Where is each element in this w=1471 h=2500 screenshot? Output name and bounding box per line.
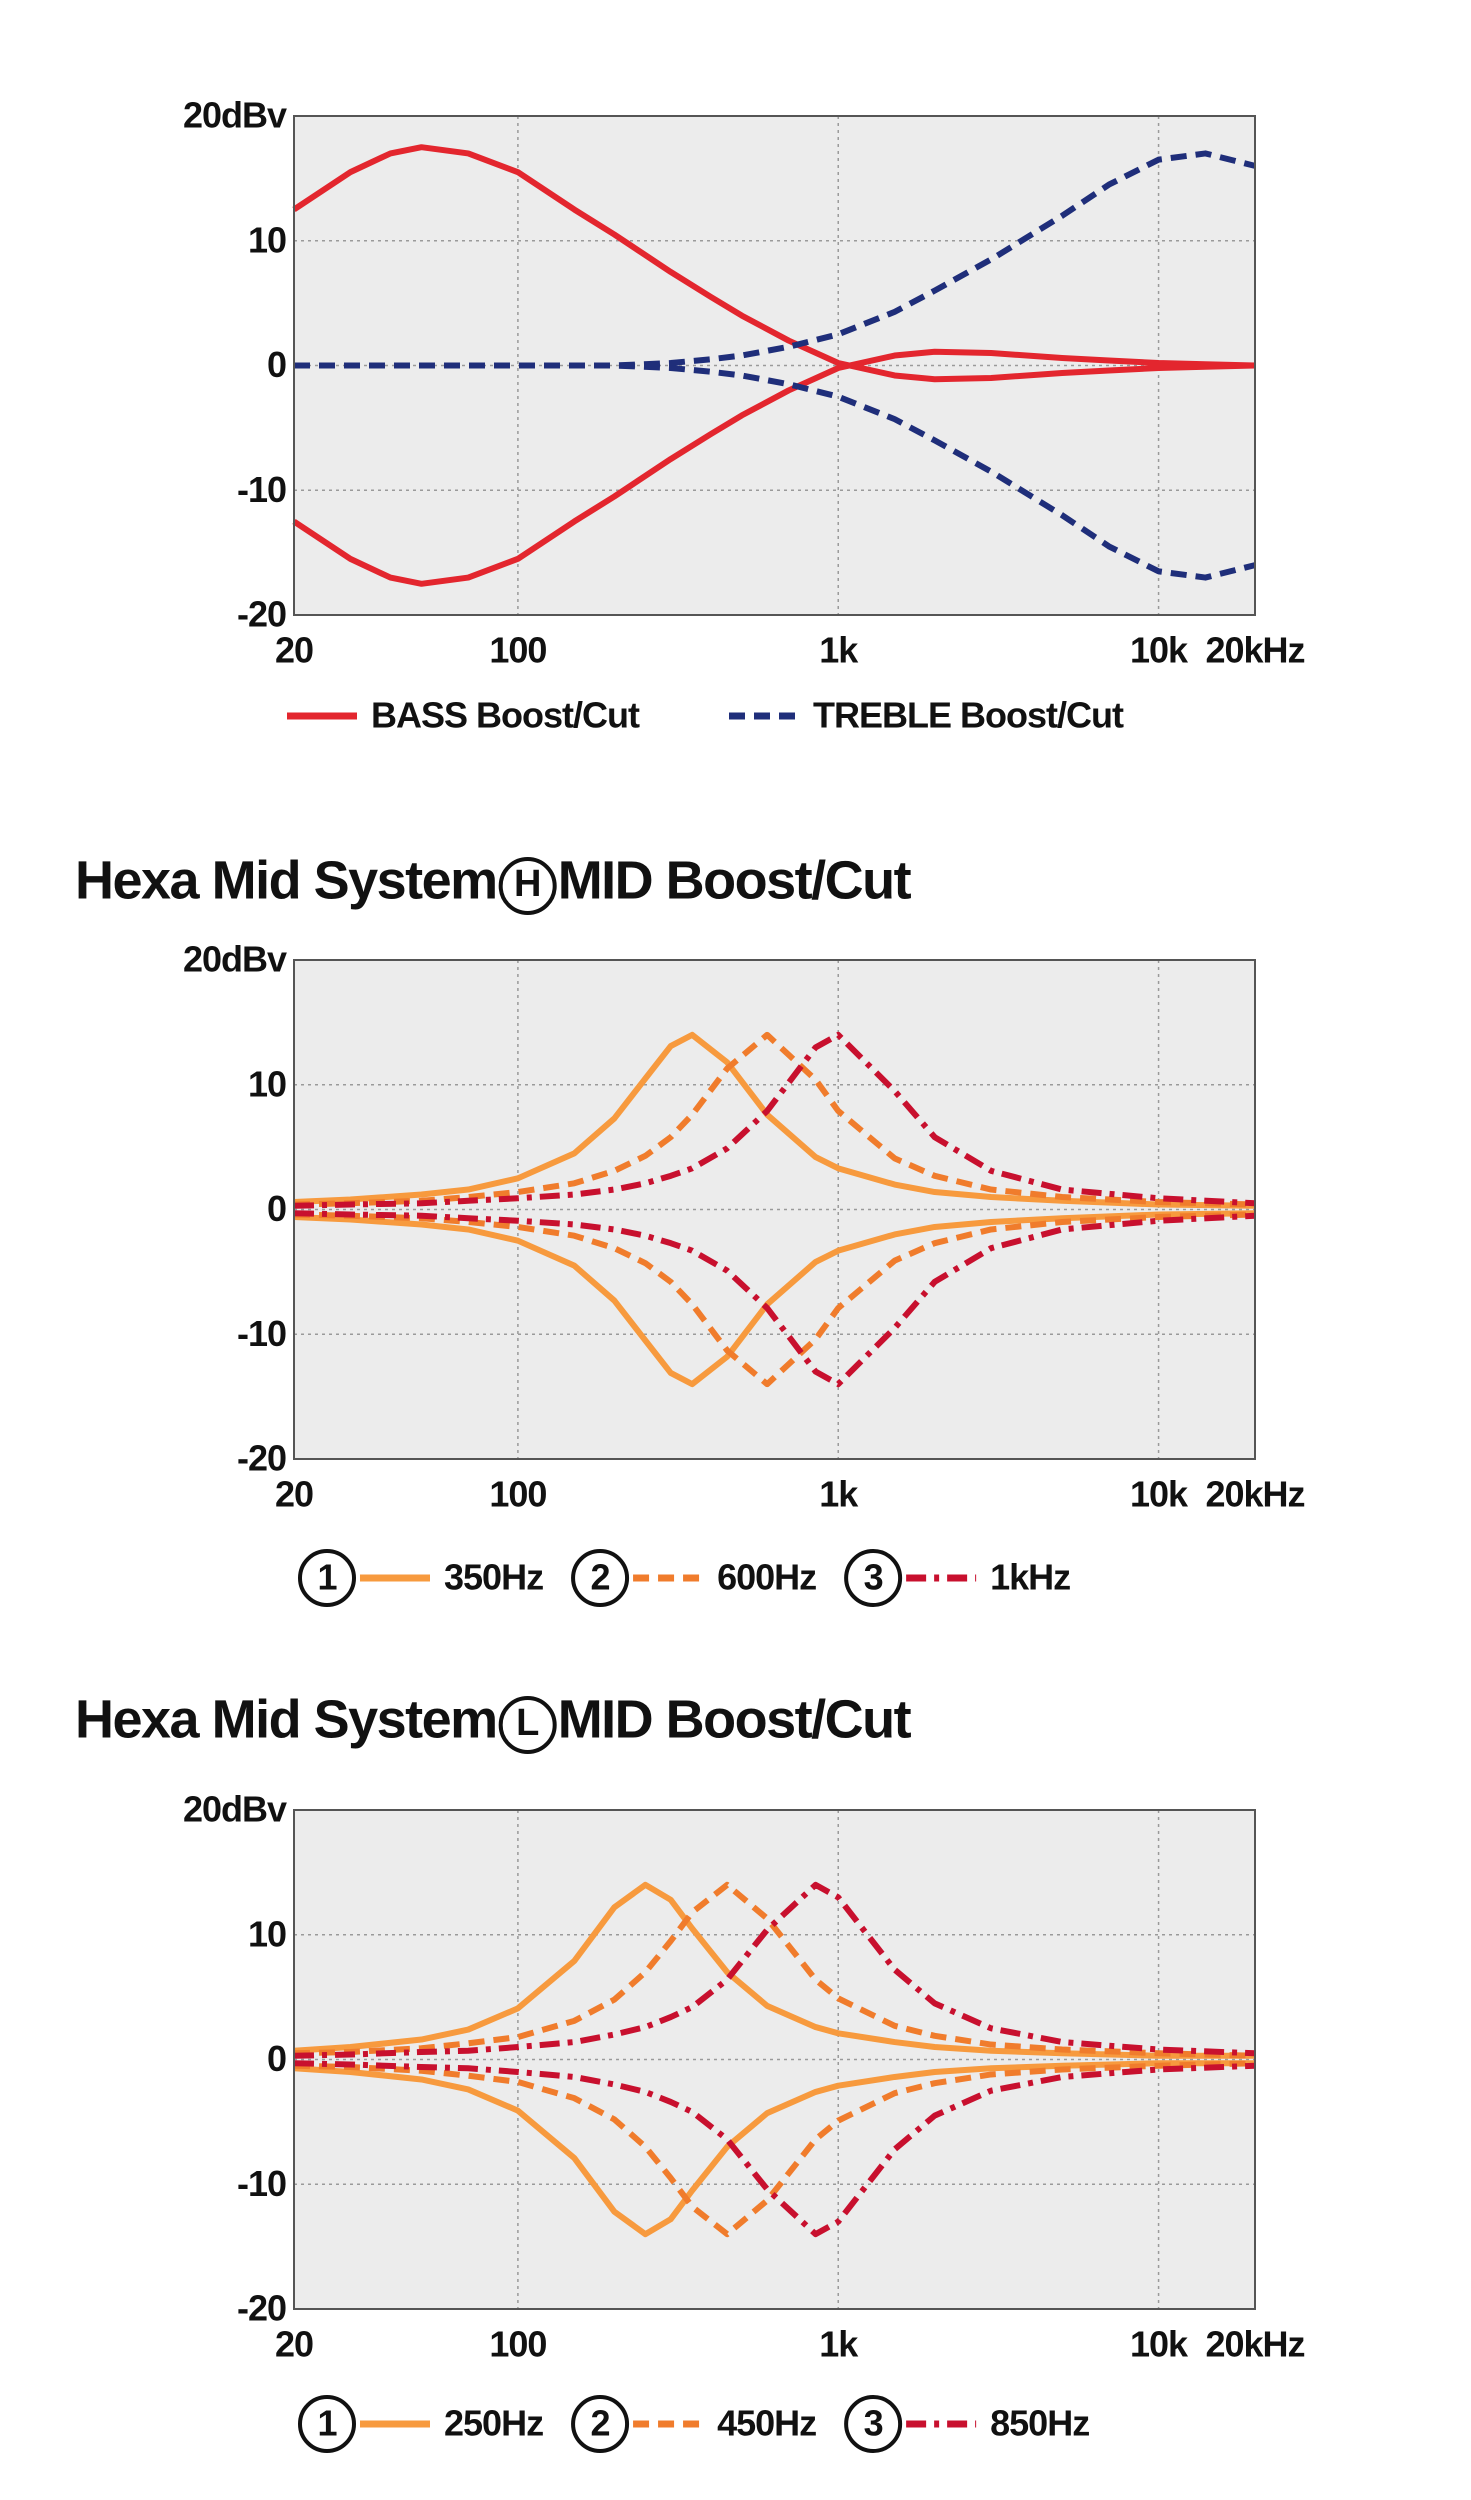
y-tick-label: 20dBv [183,1789,287,1830]
curve-boost [293,1881,1255,2059]
y-tick-label: 0 [267,344,286,385]
legend-label: TREBLE Boost/Cut [813,695,1124,736]
x-tick-label: 20kHz [1205,1474,1304,1515]
plot-frame [293,115,1256,616]
x-tick-label: 100 [489,1474,546,1515]
legend-badge: 2 [591,2403,610,2444]
x-tick-label: 20 [275,1474,313,1515]
y-tick-label: 20dBv [183,939,287,980]
x-tick-label: 1k [819,1474,859,1515]
y-tick-label: -20 [237,1438,286,1479]
y-tick-label: 10 [248,1063,286,1104]
legend-badge: 2 [591,1557,610,1598]
y-tick-label: -10 [237,2163,286,2204]
curve-boost [292,144,1256,383]
y-tick-label: 20dBv [183,95,287,136]
curve-boost [293,1031,1256,1209]
curve-boost [293,1881,1256,2059]
curve-cut [293,2060,1255,2238]
curve-cut [293,1211,1256,1388]
chart-title: Hexa Mid System [75,1689,497,1749]
x-tick-label: 20 [275,2324,313,2365]
curve-cut [294,362,1256,581]
curve-cut [292,348,1256,587]
legend-badge-circle [298,1549,356,1607]
title-badge-circle [498,857,557,915]
legend-badge: 1 [317,1557,337,1598]
plot-frame [293,1809,1256,2310]
curve-cut [293,1210,1256,1388]
legend-badge-circle [298,2395,356,2453]
curve-boost [294,150,1256,369]
plot-area [294,116,1255,615]
x-tick-label: 1k [819,2324,859,2365]
y-tick-label: -20 [237,2288,286,2329]
legend-label: 450Hz [717,2403,816,2444]
legend-badge: 1 [317,2403,337,2444]
legend-badge: 3 [864,1557,883,1598]
x-tick-label: 100 [489,2324,546,2365]
x-tick-label: 20kHz [1205,630,1304,671]
legend-label: 250Hz [444,2403,543,2444]
plot-frame [293,959,1256,1460]
chart-title-rest: MID Boost/Cut [558,850,912,910]
y-tick-label: 10 [248,219,286,260]
curve-boost [293,1031,1256,1208]
legend-badge-circle [571,1549,630,1607]
x-tick-label: 20kHz [1205,2324,1304,2365]
plot-area [294,1810,1255,2309]
x-tick-label: 100 [489,630,546,671]
x-tick-label: 10k [1130,1474,1189,1515]
y-tick-label: 0 [267,1188,286,1229]
legend-badge-circle [844,1549,903,1607]
legend-label: 600Hz [717,1557,816,1598]
chart-title: Hexa Mid System [75,850,497,910]
curve-cut [293,2060,1256,2238]
legend-badge-circle [571,2395,630,2453]
x-tick-label: 10k [1130,630,1189,671]
y-tick-label: -10 [237,1313,286,1354]
x-tick-label: 10k [1130,2324,1189,2365]
title-badge: H [514,863,541,905]
legend-badge: 3 [864,2403,883,2444]
curve-cut [293,2060,1256,2238]
y-tick-label: -10 [237,469,286,510]
legend-label: 350Hz [444,1557,543,1598]
curve-cut [293,1210,1256,1388]
chart-title-rest: MID Boost/Cut [558,1689,912,1749]
plot-area [294,960,1255,1459]
x-tick-label: 20 [275,630,313,671]
title-badge-circle [498,1696,557,1754]
x-tick-label: 1k [819,630,859,671]
curve-boost [293,1881,1256,2059]
curve-boost [293,1031,1256,1209]
legend-label: 850Hz [990,2403,1089,2444]
legend-label: BASS Boost/Cut [371,695,640,736]
y-tick-label: -20 [237,594,286,635]
y-tick-label: 0 [267,2038,286,2079]
title-badge: L [516,1702,539,1744]
y-tick-label: 10 [248,1913,286,1954]
legend-label: 1kHz [990,1557,1070,1598]
legend-badge-circle [844,2395,903,2453]
